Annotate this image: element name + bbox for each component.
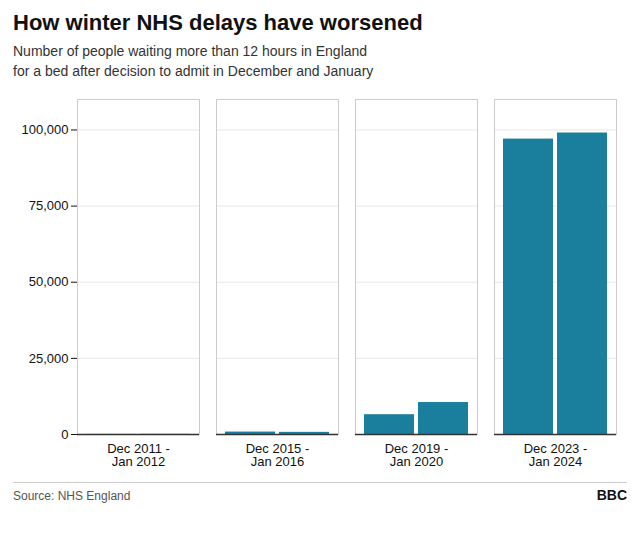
svg-text:Dec 2015 -Jan 2016: Dec 2015 -Jan 2016 <box>246 441 310 469</box>
html-text:Number of people waiting more: Number of people waiting more than 12 ho… <box>13 43 374 79</box>
svg-text:75,000: 75,000 <box>29 198 69 213</box>
svg-text:Dec 2019 -Jan 2020: Dec 2019 -Jan 2020 <box>385 441 449 469</box>
svg-text:0: 0 <box>61 427 68 442</box>
svg-text:Dec 2011 -Jan 2012: Dec 2011 -Jan 2012 <box>107 441 170 469</box>
html-text:Source: NHS England: Source: NHS England <box>13 489 131 504</box>
svg-text:100,000: 100,000 <box>22 122 69 137</box>
svg-text:Dec 2023 -Jan 2024: Dec 2023 -Jan 2024 <box>524 441 588 469</box>
html-text:BBC: BBC <box>596 487 627 504</box>
html-text:How winter NHS delays have wor: How winter NHS delays have worsened <box>13 10 423 35</box>
svg-text:25,000: 25,000 <box>29 351 69 366</box>
svg-text:50,000: 50,000 <box>29 275 69 290</box>
